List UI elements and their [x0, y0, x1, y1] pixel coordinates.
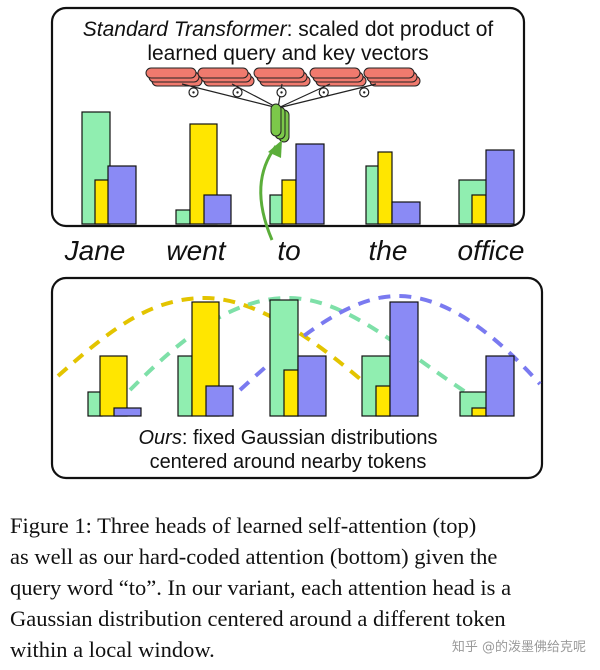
top-bar-blue	[391, 201, 421, 225]
key-vector	[145, 67, 197, 79]
top-panel-title-line2: learned query and key vectors	[147, 42, 428, 65]
dot-product-icon	[322, 91, 325, 94]
key-vectors	[145, 67, 421, 87]
bottom-panel-frame	[50, 276, 544, 480]
word-jane: Jane	[64, 235, 126, 266]
query-vectors	[270, 103, 290, 143]
top-bar-blue	[485, 149, 515, 225]
caption-line: Gaussian distribution centered around a …	[10, 606, 506, 631]
dot-product-icon	[280, 91, 283, 94]
top-bar-blue	[295, 143, 325, 225]
bottom-attention-bars	[87, 299, 515, 417]
bottom-bar-green	[177, 355, 193, 417]
top-attention-bars	[81, 111, 515, 225]
key-vector	[309, 67, 361, 79]
word-to: to	[277, 235, 300, 266]
top-bar-blue	[203, 194, 232, 225]
key-vector	[197, 67, 249, 79]
word-row: Jane went to the office	[64, 235, 525, 266]
top-bar-blue	[107, 165, 137, 225]
top-bar-yellow	[471, 194, 487, 225]
bottom-bar-blue	[297, 355, 327, 417]
top-bar-yellow	[377, 151, 393, 225]
caption-line: Figure 1: Three heads of learned self-at…	[10, 513, 477, 538]
query-arrow	[259, 145, 278, 241]
top-bar-green	[175, 209, 191, 225]
dot-product-lines	[181, 83, 377, 109]
gaussian-yellow-curve	[56, 295, 397, 412]
word-office: office	[458, 235, 525, 266]
attention-diagram: Standard Transformer: scaled dot product…	[50, 6, 544, 480]
dot-product-icon	[236, 91, 239, 94]
query-vector	[270, 103, 282, 137]
top-bar-yellow	[281, 179, 297, 225]
key-vector	[253, 67, 305, 79]
bottom-bar-blue	[389, 301, 419, 417]
bottom-panel-title-line2: centered around nearby tokens	[150, 451, 427, 473]
word-went: went	[166, 235, 226, 266]
top-bar-yellow	[94, 179, 110, 225]
bottom-bar-yellow	[99, 355, 128, 417]
bottom-bar-blue	[113, 407, 142, 417]
top-panel-frame	[50, 6, 526, 228]
caption-line: as well as our hard-coded attention (bot…	[10, 544, 498, 569]
key-vector	[363, 67, 415, 79]
query-arrow-head	[268, 140, 282, 158]
bottom-bar-yellow	[283, 369, 299, 417]
caption-line: within a local window.	[10, 637, 215, 662]
figure-caption: Figure 1: Three heads of learned self-at…	[10, 510, 592, 665]
bottom-bar-blue	[485, 355, 515, 417]
bottom-bar-yellow	[471, 407, 487, 417]
dot-product-icon	[363, 91, 366, 94]
bottom-panel-title: Ours: fixed Gaussian distributions	[138, 427, 437, 449]
watermark: 知乎 @的泼墨佛给克呢	[451, 640, 586, 655]
dot-product-line	[181, 83, 279, 109]
bottom-bar-blue	[205, 385, 234, 417]
top-panel-title: Standard Transformer: scaled dot product…	[83, 18, 494, 41]
caption-line: query word “to”. In our variant, each at…	[10, 575, 512, 600]
dot-product-icon	[192, 91, 195, 94]
word-the: the	[369, 235, 408, 266]
bottom-bar-yellow	[375, 385, 391, 417]
